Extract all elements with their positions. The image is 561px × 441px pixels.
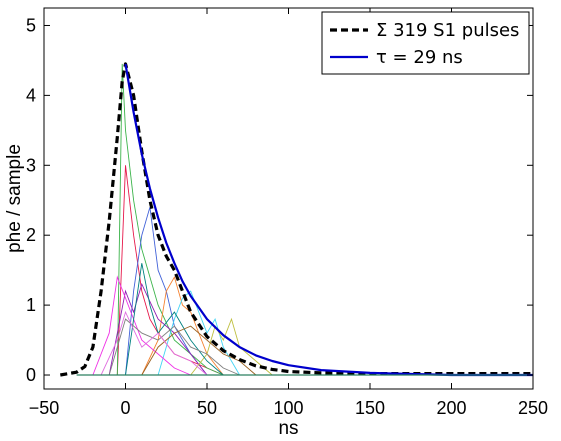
pulse-trace — [100, 310, 208, 376]
legend-label-sum: Σ 319 S1 pulses — [376, 20, 519, 41]
y-axis-label: phe / sample — [4, 144, 25, 253]
pulse-trace — [108, 318, 240, 376]
pulse-trace — [141, 325, 257, 376]
x-tick-label: 150 — [355, 398, 385, 418]
y-tick-label: 2 — [26, 225, 36, 245]
pulse-trace — [125, 263, 224, 376]
pulses-layer — [92, 63, 273, 376]
series-line-fit — [124, 63, 533, 377]
x-tick-label: −50 — [29, 398, 60, 418]
y-tick-label: 5 — [26, 15, 36, 35]
pulse-trace — [108, 282, 208, 376]
legend: Σ 319 S1 pulses τ = 29 ns — [321, 11, 530, 75]
y-tick-label: 1 — [26, 295, 36, 315]
pulse-trace — [125, 207, 208, 376]
pulse-trace — [157, 290, 240, 376]
x-tick-label: 250 — [518, 398, 548, 418]
x-tick-label: 0 — [120, 398, 130, 418]
pulse-trace — [141, 275, 224, 376]
legend-box — [321, 11, 530, 75]
x-tick-label: 50 — [197, 398, 217, 418]
y-tick-label: 4 — [26, 85, 36, 105]
pulse-trace — [116, 63, 224, 376]
pulse-trace — [190, 317, 273, 376]
series-line-sum — [60, 62, 533, 377]
y-tick-label: 3 — [26, 155, 36, 175]
y-tick-label: 0 — [26, 365, 36, 385]
legend-label-fit: τ = 29 ns — [376, 47, 463, 68]
ticks-layer: −50 0 50 100 150 200 250 0 1 2 3 4 5 — [26, 8, 548, 418]
x-tick-label: 100 — [273, 398, 303, 418]
series-layer — [60, 62, 533, 377]
x-axis-label: ns — [278, 418, 298, 439]
x-tick-label: 200 — [436, 398, 466, 418]
